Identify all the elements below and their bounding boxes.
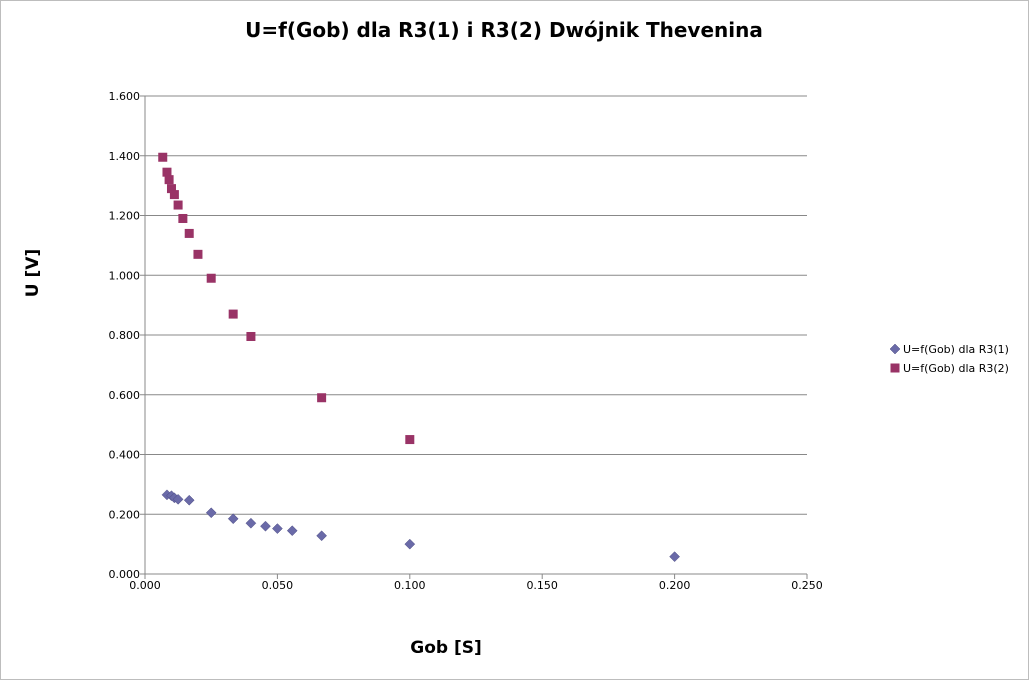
legend-label-r3-2: U=f(Gob) dla R3(2) (903, 362, 1009, 375)
data-point-r3-2 (193, 249, 203, 259)
data-point-r3-1 (272, 523, 283, 534)
y-tick-label: 1.600 (109, 90, 141, 103)
y-tick-label: 0.600 (109, 389, 141, 402)
data-point-r3-1 (260, 520, 271, 532)
y-tick-label: 0.400 (109, 449, 141, 462)
y-tick-label: 0.800 (109, 329, 141, 342)
chart-title: U=f(Gob) dla R3(1) i R3(2) Dwójnik Theve… (245, 18, 763, 42)
grid-lines (145, 95, 807, 515)
data-point-r3-1 (245, 517, 257, 529)
data-point-r3-2 (246, 331, 256, 341)
x-tick-label: 0.250 (791, 579, 823, 592)
data-point-r3-2 (178, 213, 188, 223)
legend-label-r3-1: U=f(Gob) dla R3(1) (903, 343, 1009, 356)
data-point-r3-2 (184, 228, 194, 238)
x-axis-title: Gob [S] (410, 638, 482, 658)
x-tick-label: 0.100 (394, 579, 426, 592)
x-tick-label: 0.150 (526, 579, 558, 592)
data-point-r3-1 (205, 507, 217, 519)
data-point-r3-2 (169, 190, 179, 200)
data-point-r3-1 (172, 493, 184, 505)
y-tick-label: 1.400 (109, 150, 141, 163)
data-point-r3-1 (227, 513, 239, 525)
legend: U=f(Gob) dla R3(1) U=f(Gob) dla R3(2) (889, 343, 1009, 375)
y-tick-label: 1.200 (109, 210, 141, 223)
data-point-r3-2 (405, 435, 415, 445)
data-point-r3-2 (158, 152, 168, 162)
y-axis-title: U [V] (23, 249, 43, 297)
data-point-r3-2 (164, 175, 174, 185)
x-tick-label: 0.000 (129, 579, 161, 592)
x-tick-label: 0.050 (262, 579, 294, 592)
data-point-r3-1 (669, 551, 680, 563)
axes (140, 95, 808, 579)
data-point-r3-1 (183, 494, 195, 506)
x-tick-label: 0.200 (659, 579, 691, 592)
data-point-r3-2 (228, 309, 238, 319)
y-tick-label: 1.000 (109, 269, 141, 282)
data-point-r3-1 (286, 525, 298, 537)
y-tick-label: 0.000 (109, 568, 141, 581)
tick-labels: 0.000 0.200 0.400 0.600 0.800 1.000 1.200 1.400… (109, 90, 823, 592)
data-point-r3-1 (316, 530, 327, 542)
data-point-r3-2 (206, 273, 216, 283)
legend-marker-r3-1 (889, 343, 901, 355)
data-point-r3-2 (317, 393, 327, 403)
data-point-r3-2 (173, 200, 183, 210)
data-markers (158, 152, 680, 563)
data-point-r3-2 (166, 184, 176, 194)
legend-marker-r3-2 (890, 363, 900, 373)
data-point-r3-2 (162, 167, 172, 177)
y-tick-label: 0.200 (109, 508, 141, 521)
data-point-r3-1 (404, 538, 416, 550)
